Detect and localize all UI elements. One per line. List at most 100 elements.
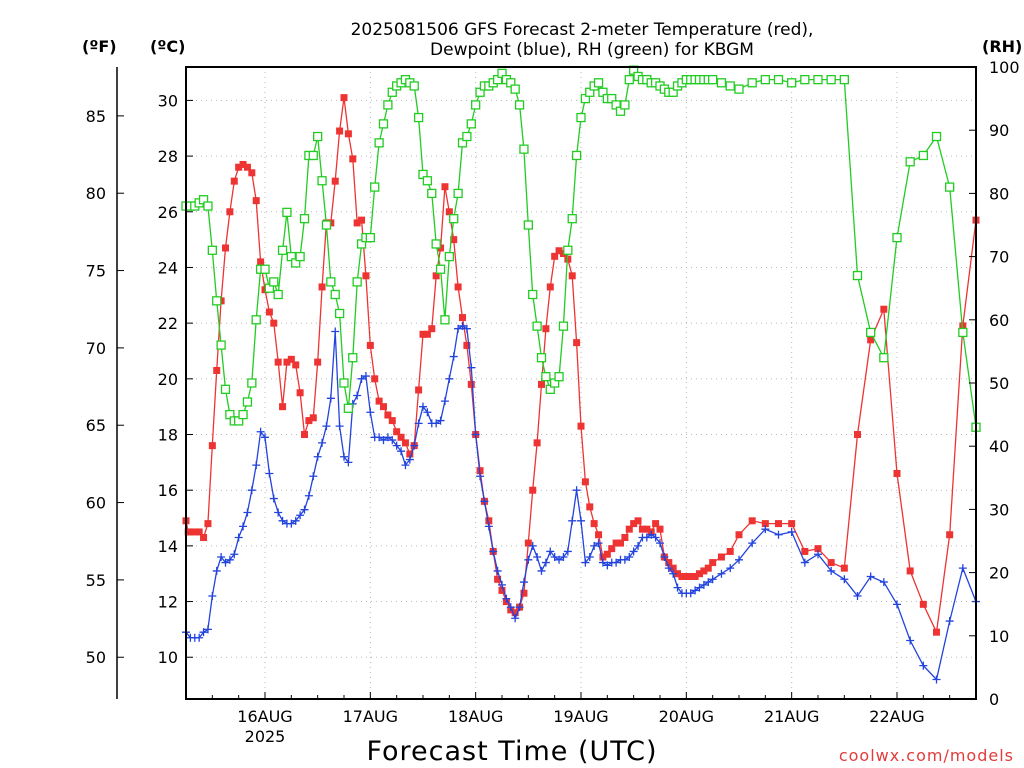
temperature-point	[336, 127, 344, 135]
dewpoint-point	[568, 516, 577, 525]
rh-point	[787, 78, 797, 88]
day-tick-label: 21AUG	[764, 707, 819, 726]
rh-point	[708, 74, 718, 85]
day-tick-label: 22AUG	[869, 707, 924, 726]
temperature-point	[226, 208, 234, 216]
rh-point	[760, 74, 770, 85]
rh-point	[734, 84, 744, 94]
year-label: 2025	[245, 727, 286, 746]
temperature-point	[788, 520, 796, 528]
dewpoint-point	[800, 558, 809, 567]
temperature-point	[612, 539, 620, 547]
rh-point	[247, 378, 257, 388]
temperature-point	[840, 564, 848, 572]
rh-point	[576, 112, 586, 123]
dewpoint-point	[502, 594, 511, 603]
rh-point	[554, 372, 564, 382]
temperature-point	[700, 567, 708, 575]
dewpoint-point	[331, 327, 340, 336]
temperature-point	[366, 341, 374, 349]
fahrenheit-tick-label: 65	[86, 416, 106, 435]
dewpoint-point	[498, 580, 506, 589]
dewpoint-point	[695, 583, 704, 592]
rh-point	[528, 289, 538, 300]
celsius-tick-label: 26	[158, 203, 178, 222]
temperature-point	[946, 531, 954, 539]
dewpoint-point	[879, 578, 888, 587]
day-tick-label: 17AUG	[343, 707, 398, 726]
temperature-point	[775, 520, 782, 528]
temperature-point	[301, 431, 308, 439]
dewpoint-point	[748, 539, 757, 548]
temperature-point	[555, 247, 563, 255]
temperature-point	[283, 358, 291, 366]
dewpoint-point	[866, 572, 875, 581]
rh-tick-label: 80	[989, 184, 1009, 203]
temperature-point	[200, 534, 208, 542]
rh-point	[716, 78, 727, 88]
dewpoint-point	[642, 533, 651, 542]
temperature-point	[674, 570, 682, 578]
dewpoint-point	[506, 603, 515, 612]
rh-point	[277, 245, 288, 255]
rh-point	[313, 131, 323, 142]
rh-point	[273, 289, 283, 300]
temperature-point	[314, 358, 322, 366]
dewpoint-point	[383, 433, 392, 442]
dewpoint-point	[651, 533, 660, 542]
temperature-point	[186, 528, 194, 536]
dewpoint-point	[225, 555, 234, 564]
dewpoint-point	[291, 516, 300, 525]
dewpoint-point	[699, 580, 708, 589]
temperature-point	[665, 559, 673, 567]
temperature-point	[748, 517, 756, 525]
rh-point	[879, 353, 889, 363]
dewpoint-point	[322, 422, 331, 431]
dewpoint-point	[945, 617, 954, 626]
dewpoint-series	[182, 321, 980, 684]
temperature-point	[393, 428, 401, 436]
rh-point	[299, 214, 310, 224]
dewpoint-point	[208, 591, 217, 600]
rh-point	[471, 100, 481, 110]
rh-point	[747, 78, 757, 88]
rh-point	[203, 201, 213, 211]
temperature-point	[634, 517, 642, 525]
temperature-point	[331, 177, 339, 185]
rh-tick-label: 30	[989, 500, 1009, 519]
dewpoint-point	[581, 558, 590, 567]
temperature-point	[292, 361, 300, 369]
dewpoint-point	[519, 578, 528, 587]
dewpoint-point	[893, 600, 901, 609]
rh-point	[725, 81, 735, 91]
dewpoint-point	[735, 555, 743, 564]
temperature-point	[274, 358, 282, 366]
temperature-point	[445, 208, 453, 216]
dewpoint-point	[449, 352, 458, 361]
temperature-point	[450, 236, 458, 244]
celsius-tick-label: 22	[158, 314, 178, 333]
temperature-point	[617, 539, 624, 547]
dewpoint-point	[274, 508, 283, 517]
fahrenheit-tick-label: 50	[86, 648, 106, 667]
temperature-point	[415, 386, 423, 394]
temperature-point	[358, 216, 366, 224]
temperature-point	[529, 486, 537, 494]
temperature-point	[401, 439, 409, 447]
temperature-point	[761, 520, 769, 528]
dewpoint-point	[480, 497, 489, 506]
dewpoint-point	[533, 553, 542, 562]
rh-point	[282, 207, 292, 218]
temperature-point	[384, 411, 392, 419]
temperature-point	[498, 586, 506, 594]
dewpoint-point	[261, 433, 269, 442]
dewpoint-point	[256, 427, 265, 436]
dewpoint-point	[774, 530, 783, 539]
dewpoint-point	[726, 564, 735, 573]
dewpoint-point	[454, 324, 463, 333]
temperature-point	[867, 336, 875, 344]
temperature-point	[669, 564, 677, 572]
rh-point	[866, 327, 876, 338]
rh-point	[212, 296, 222, 306]
